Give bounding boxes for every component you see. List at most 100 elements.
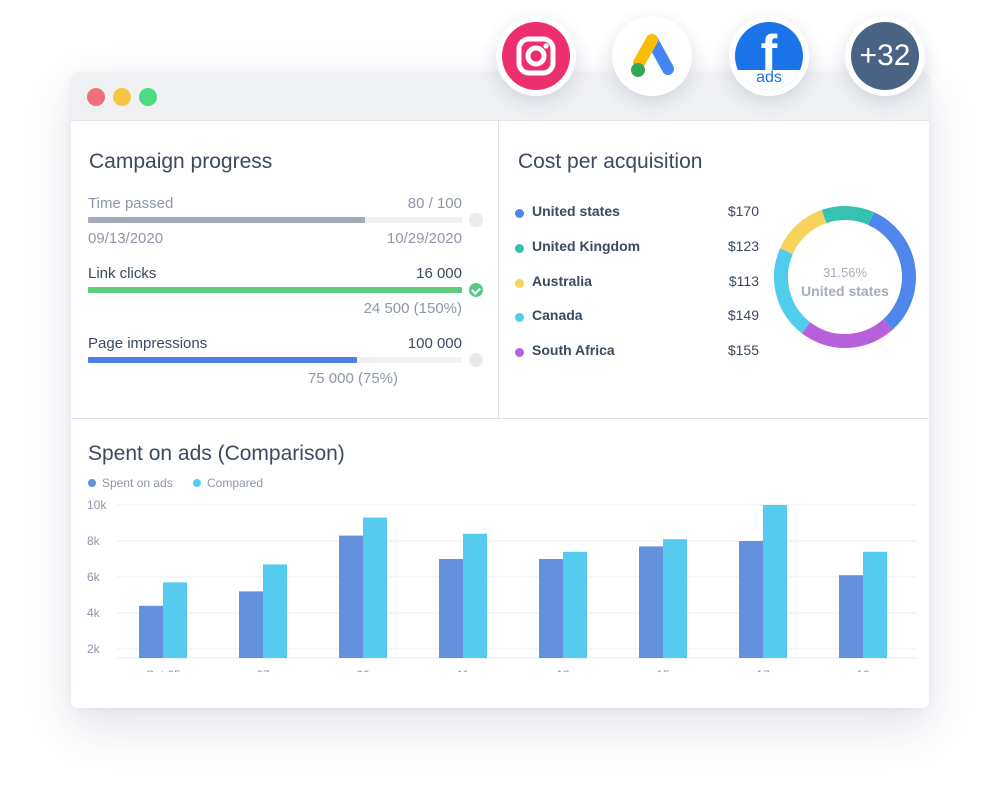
donut-segment[interactable] <box>801 318 893 348</box>
cpa-value: $170 <box>727 203 759 219</box>
bar-spent[interactable] <box>739 541 763 658</box>
ads-label-background <box>735 70 803 90</box>
cpa-row-united-states[interactable]: United states $170 <box>515 203 759 223</box>
bar-spent[interactable] <box>439 559 463 658</box>
y-tick-label: 10k <box>87 498 107 512</box>
x-tick-label: 13 <box>556 668 570 672</box>
donut-label: United states <box>801 283 889 299</box>
cpa-country: United Kingdom <box>532 238 641 254</box>
y-tick-label: 4k <box>87 606 101 620</box>
donut-segment[interactable] <box>821 206 874 226</box>
instagram-icon <box>502 22 570 90</box>
x-tick-label: 15 <box>656 668 670 672</box>
cpa-value: $155 <box>727 342 759 358</box>
cpa-row-united-kingdom[interactable]: United Kingdom $123 <box>515 238 759 258</box>
chart-title: Spent on ads (Comparison) <box>88 442 345 465</box>
more-integrations-badge[interactable]: +32 <box>845 16 925 96</box>
panel-divider-horizontal <box>71 418 929 419</box>
cpa-value: $123 <box>727 238 759 254</box>
y-tick-label: 8k <box>87 534 101 548</box>
y-tick-label: 6k <box>87 570 101 584</box>
legend-dot <box>515 209 524 218</box>
campaign-progress-title: Campaign progress <box>89 150 273 173</box>
bar-compared[interactable] <box>263 564 287 658</box>
bar-spent[interactable] <box>339 535 363 658</box>
legend-label: Spent on ads <box>102 476 173 490</box>
y-tick-label: 2k <box>87 642 101 656</box>
facebook-f-icon: f <box>760 25 778 81</box>
cpa-row-australia[interactable]: Australia $113 <box>515 273 759 293</box>
bar-compared[interactable] <box>363 517 387 658</box>
cpa-country: Canada <box>532 307 583 323</box>
progress-target: 24 500 (150%) <box>363 300 462 317</box>
bar-compared[interactable] <box>763 505 787 658</box>
x-tick-label: 07 <box>256 668 270 672</box>
cpa-donut-chart[interactable] <box>773 205 917 349</box>
legend-label: Compared <box>207 476 264 490</box>
legend-dot <box>515 348 524 357</box>
more-integrations-count: +32 <box>851 22 919 90</box>
cpa-country: South Africa <box>532 342 615 358</box>
legend-item-compared[interactable]: Compared <box>193 476 263 490</box>
donut-segment[interactable] <box>774 248 811 334</box>
dashboard-window: Campaign progress Time passed 80 / 100 0… <box>71 72 929 708</box>
cpa-country: United states <box>532 203 620 219</box>
donut-segment[interactable] <box>780 209 827 255</box>
cpa-country: Australia <box>532 273 592 289</box>
google-ads-icon <box>618 22 686 90</box>
facebook-ads-integration[interactable]: f ads <box>729 16 809 96</box>
spent-on-ads-bar-chart: 10k 8k 6k 4k 2k Oct 05 07 09 11 13 15 17 19 <box>87 498 917 672</box>
progress-fill <box>88 357 358 363</box>
check-circle-icon <box>469 283 483 297</box>
progress-target: 75 000 (75%) <box>307 370 398 387</box>
legend-dot <box>88 479 96 487</box>
minimize-window-button[interactable] <box>113 88 131 106</box>
bar-spent[interactable] <box>539 559 563 658</box>
maximize-window-button[interactable] <box>139 88 157 106</box>
x-tick-label: Oct 05 <box>145 668 181 672</box>
x-tick-label: 09 <box>356 668 370 672</box>
donut-segment[interactable] <box>868 212 916 330</box>
facebook-ads-icon: f ads <box>735 22 803 90</box>
cpa-value: $113 <box>728 273 759 289</box>
progress-label: Page impressions <box>88 335 208 352</box>
bar-compared[interactable] <box>163 582 187 658</box>
progress-start-date: 09/13/2020 <box>88 230 164 247</box>
progress-track <box>88 217 462 223</box>
donut-percent: 31.56% <box>822 265 868 280</box>
progress-value: 80 / 100 <box>407 195 462 212</box>
bar-compared[interactable] <box>463 533 487 658</box>
progress-end-date: 10/29/2020 <box>386 230 462 247</box>
progress-track <box>88 357 462 363</box>
cost-per-acquisition-title: Cost per acquisition <box>518 150 703 173</box>
instagram-integration[interactable] <box>496 16 576 96</box>
legend-item-spent[interactable]: Spent on ads <box>88 476 173 490</box>
cpa-row-canada[interactable]: Canada $149 <box>515 307 759 327</box>
legend-dot <box>515 313 524 322</box>
progress-fill <box>88 217 365 223</box>
bar-spent[interactable] <box>839 575 863 658</box>
cpa-value: $149 <box>727 307 759 323</box>
pending-status-icon <box>469 353 483 367</box>
bar-spent[interactable] <box>639 546 663 658</box>
bar-spent[interactable] <box>139 605 163 658</box>
bar-compared[interactable] <box>563 551 587 658</box>
legend-dot <box>193 479 201 487</box>
progress-fill <box>88 287 462 293</box>
more-integrations-label: +32 <box>859 39 911 72</box>
pending-status-icon <box>469 213 483 227</box>
legend-dot <box>515 279 524 288</box>
bar-spent[interactable] <box>239 591 263 658</box>
x-tick-label: 17 <box>756 668 770 672</box>
progress-value: 100 000 <box>407 335 462 352</box>
cpa-row-south-africa[interactable]: South Africa $155 <box>515 342 759 362</box>
close-window-button[interactable] <box>87 88 105 106</box>
google-ads-integration[interactable] <box>612 16 692 96</box>
progress-label: Link clicks <box>88 265 157 282</box>
legend-dot <box>515 244 524 253</box>
progress-value: 16 000 <box>416 265 462 282</box>
progress-track <box>88 287 462 293</box>
x-tick-label: 11 <box>457 668 470 672</box>
bar-compared[interactable] <box>863 551 887 658</box>
bar-compared[interactable] <box>663 539 687 658</box>
